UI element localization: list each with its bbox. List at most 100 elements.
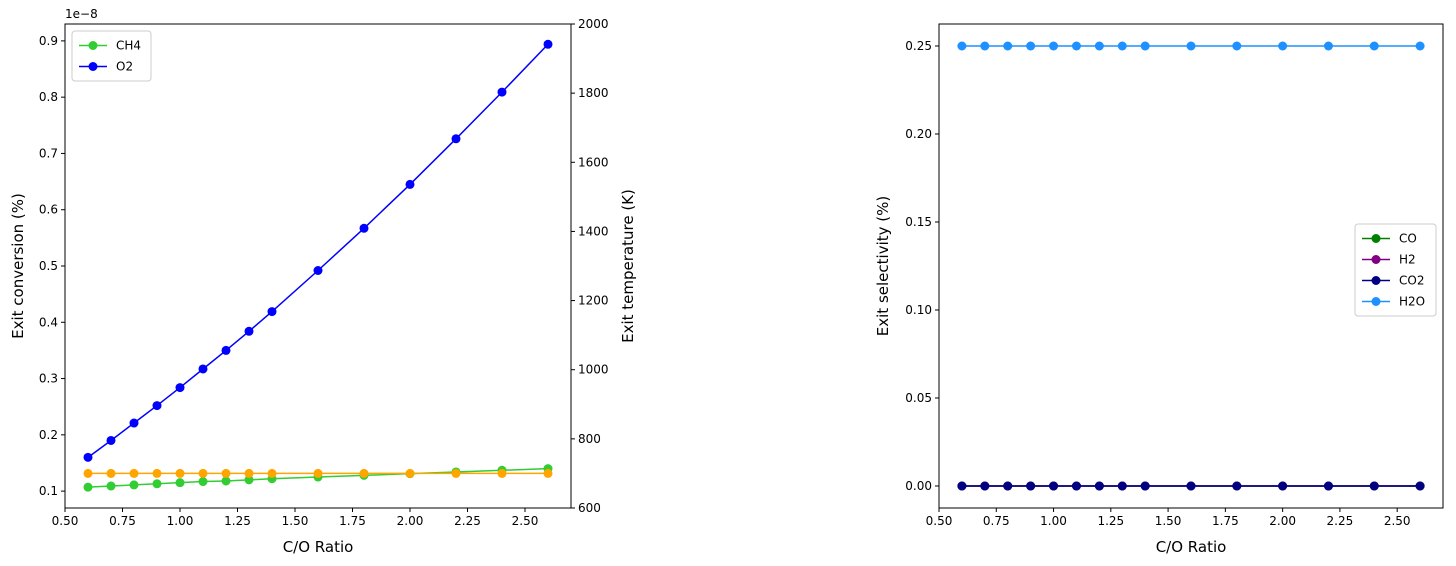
y-tick-label: 0.25 [905,39,932,53]
y2-tick-label: 1800 [578,86,609,100]
data-point [1003,481,1013,491]
x-tick-label: 2.25 [1327,514,1354,528]
data-point [1049,41,1059,51]
data-point [1415,481,1425,491]
y-tick-label: 0.4 [39,315,58,329]
y-tick-label: 0.1 [39,484,58,498]
data-point [198,468,208,478]
data-point [1071,481,1081,491]
data-point [244,468,254,478]
data-point [221,345,231,355]
data-point [175,468,185,478]
data-point [129,480,139,490]
data-point [83,482,93,492]
data-point [83,468,93,478]
data-point [129,418,139,428]
data-point [1117,41,1127,51]
x-tick-label: 1.25 [1097,514,1124,528]
y-tick-label: 0.10 [905,303,932,317]
legend-marker [1371,297,1381,306]
y2-tick-label: 2000 [578,17,609,31]
data-point [1049,481,1059,491]
y2-tick-label: 1200 [578,294,609,308]
x-tick-label: 1.00 [167,514,194,528]
legend: CO H2 CO2 H2O [1354,223,1437,317]
legend-label: H2 [1399,253,1416,267]
data-point [980,481,990,491]
data-point [267,468,277,478]
legend-marker [1371,276,1381,285]
data-point [1415,41,1425,51]
data-point [1186,481,1196,491]
data-point [1094,481,1104,491]
y-offset-label: 1e−8 [65,7,98,21]
data-point [1186,41,1196,51]
data-point [152,401,162,411]
series-h2o [957,41,1425,51]
y-axis-label: Exit selectivity (%) [874,196,892,336]
data-point [1094,41,1104,51]
plot-frame [938,23,1444,509]
data-point [451,134,461,144]
data-point [543,468,553,478]
x-tick-label: 1.75 [1212,514,1239,528]
data-point [497,87,507,97]
y-tick-label: 0.7 [39,146,58,160]
legend-label: CH4 [116,39,141,53]
chart-panel-2: 0.50 0.75 1.00 1.25 1.50 1.75 2.00 2.25 2.50 0.00… [874,23,1444,556]
x-tick-label: 0.50 [52,514,79,528]
data-point [106,468,116,478]
y-tick-label: 0.8 [39,90,58,104]
data-point [221,476,231,486]
data-point [152,468,162,478]
y-tick-label: 0.3 [39,372,58,386]
data-point [1278,41,1288,51]
data-point [221,468,231,478]
x-tick-label: 2.50 [512,514,539,528]
x-axis-label: C/O Ratio [283,538,354,556]
y2-tick-label: 600 [578,501,601,515]
x-tick-label: 1.50 [1155,514,1182,528]
data-point [106,435,116,445]
series-temperature [83,468,553,478]
data-point [175,478,185,488]
data-point [244,475,254,485]
data-point [957,41,967,51]
legend-marker [88,41,98,50]
legend-label: CO [1399,232,1417,246]
data-point [1369,41,1379,51]
data-point [1117,481,1127,491]
data-point [198,364,208,374]
data-point [106,481,116,491]
legend-label: O2 [116,60,133,74]
data-point [198,477,208,487]
x-tick-label: 0.50 [926,514,953,528]
data-point [313,468,323,478]
data-point [451,468,461,478]
legend-marker [1371,234,1381,243]
y2-tick-label: 1400 [578,224,609,238]
data-point [1140,481,1150,491]
series-line [87,43,549,458]
data-point [175,383,185,393]
legend-marker [1371,255,1381,264]
x-tick-label: 1.75 [339,514,366,528]
legend-label: H2O [1399,295,1425,309]
data-point [1003,41,1013,51]
data-point [1140,41,1150,51]
data-point [152,479,162,489]
legend-box [1354,223,1437,317]
y-tick-label: 0.15 [905,215,932,229]
plot-frame [64,23,572,509]
x-tick-label: 0.75 [983,514,1010,528]
data-point [980,41,990,51]
y-tick-label: 0.00 [905,479,932,493]
legend-marker [88,62,98,71]
data-point [1026,41,1036,51]
x-tick-label: 2.00 [1269,514,1296,528]
data-point [359,223,369,233]
x-tick-label: 2.50 [1384,514,1411,528]
data-point [1026,481,1036,491]
y2-axis-label: Exit temperature (K) [619,189,637,343]
